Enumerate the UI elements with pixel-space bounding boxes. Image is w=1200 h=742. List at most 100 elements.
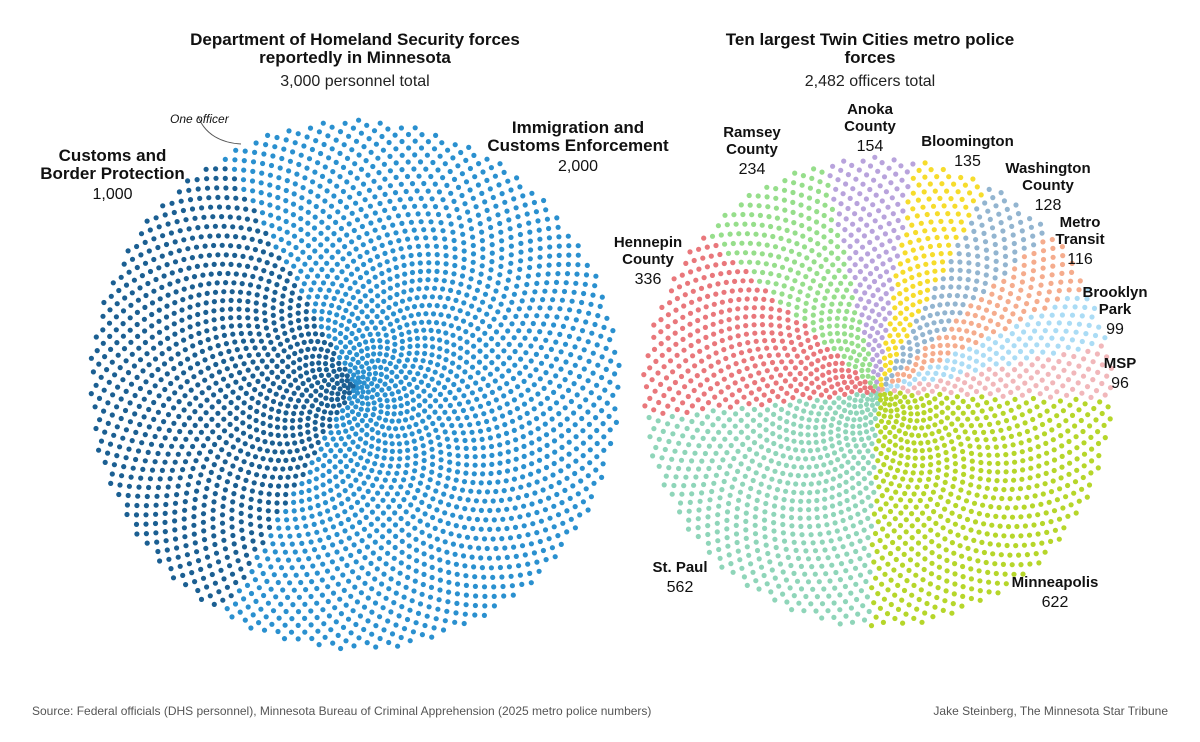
dot-immigration-and-customs-enforcement	[578, 478, 584, 484]
dot-bloomington	[895, 281, 901, 288]
dot-anoka-county	[854, 238, 860, 244]
dot-immigration-and-customs-enforcement	[367, 257, 373, 263]
dot-minneapolis	[900, 476, 906, 482]
dot-immigration-and-customs-enforcement	[299, 195, 305, 201]
dot-hennepin-county	[744, 383, 750, 389]
dot-minneapolis	[878, 450, 884, 457]
dot-immigration-and-customs-enforcement	[364, 303, 370, 309]
dot-immigration-and-customs-enforcement	[513, 456, 519, 462]
dot-customs-and-border-protection	[247, 282, 254, 288]
dot-immigration-and-customs-enforcement	[336, 492, 342, 498]
dot-immigration-and-customs-enforcement	[593, 467, 599, 473]
dot-immigration-and-customs-enforcement	[337, 459, 344, 465]
dot-brooklyn-park	[1027, 335, 1033, 341]
dot-immigration-and-customs-enforcement	[506, 217, 512, 223]
dot-customs-and-border-protection	[94, 348, 100, 354]
dot-immigration-and-customs-enforcement	[313, 260, 319, 266]
dot-washington-county	[966, 260, 972, 266]
dot-immigration-and-customs-enforcement	[468, 276, 474, 282]
dot-st-paul	[750, 428, 757, 434]
dot-immigration-and-customs-enforcement	[314, 570, 320, 576]
dot-immigration-and-customs-enforcement	[322, 527, 328, 533]
dot-customs-and-border-protection	[163, 241, 170, 248]
dot-customs-and-border-protection	[149, 334, 155, 340]
dot-customs-and-border-protection	[183, 217, 189, 223]
dot-st-paul	[795, 456, 801, 462]
dot-hennepin-county	[746, 401, 752, 407]
dot-minneapolis	[893, 489, 899, 495]
dot-st-paul	[686, 442, 692, 448]
dot-immigration-and-customs-enforcement	[440, 175, 446, 181]
dot-st-paul	[806, 515, 812, 521]
dot-immigration-and-customs-enforcement	[607, 379, 613, 385]
dot-ramsey-county	[790, 209, 796, 215]
dot-metro-transit	[1031, 306, 1037, 313]
dot-metro-transit	[1017, 316, 1024, 322]
dot-customs-and-border-protection	[274, 424, 281, 430]
dot-immigration-and-customs-enforcement	[518, 240, 524, 246]
dot-minneapolis	[1018, 533, 1024, 539]
dot-immigration-and-customs-enforcement	[613, 419, 620, 425]
dot-customs-and-border-protection	[192, 540, 198, 546]
dot-customs-and-border-protection	[241, 486, 247, 492]
dot-washington-county	[940, 276, 946, 282]
dot-st-paul	[842, 526, 849, 532]
dot-st-paul	[798, 431, 804, 437]
dot-hennepin-county	[736, 368, 742, 375]
dot-bloomington	[913, 229, 919, 236]
dot-immigration-and-customs-enforcement	[433, 132, 439, 138]
dot-immigration-and-customs-enforcement	[357, 471, 363, 477]
dot-st-paul	[847, 409, 854, 416]
dot-immigration-and-customs-enforcement	[379, 424, 385, 430]
dot-customs-and-border-protection	[160, 402, 167, 408]
dot-immigration-and-customs-enforcement	[412, 125, 418, 131]
dot-immigration-and-customs-enforcement	[362, 197, 368, 203]
dot-customs-and-border-protection	[226, 451, 232, 457]
dot-customs-and-border-protection	[188, 333, 194, 340]
dot-hennepin-county	[864, 389, 870, 395]
dot-customs-and-border-protection	[306, 436, 312, 442]
dot-immigration-and-customs-enforcement	[583, 486, 589, 492]
dot-immigration-and-customs-enforcement	[252, 149, 258, 155]
dot-customs-and-border-protection	[127, 400, 133, 406]
dot-customs-and-border-protection	[203, 262, 209, 268]
dot-customs-and-border-protection	[137, 285, 143, 291]
dot-immigration-and-customs-enforcement	[332, 336, 338, 342]
dot-immigration-and-customs-enforcement	[387, 153, 393, 159]
dot-immigration-and-customs-enforcement	[271, 233, 277, 239]
dot-hennepin-county	[707, 283, 713, 289]
dot-st-paul	[821, 586, 827, 592]
dot-customs-and-border-protection	[304, 323, 310, 330]
dot-immigration-and-customs-enforcement	[442, 269, 449, 275]
dot-immigration-and-customs-enforcement	[450, 512, 456, 518]
dot-immigration-and-customs-enforcement	[329, 146, 335, 152]
dot-minneapolis	[877, 468, 883, 474]
dot-immigration-and-customs-enforcement	[424, 285, 430, 291]
dot-immigration-and-customs-enforcement	[293, 572, 299, 578]
dot-st-paul	[842, 583, 849, 590]
dot-immigration-and-customs-enforcement	[382, 447, 388, 454]
dot-hennepin-county	[754, 287, 760, 293]
dot-hennepin-county	[802, 323, 808, 329]
dot-immigration-and-customs-enforcement	[350, 294, 356, 301]
dot-customs-and-border-protection	[167, 281, 173, 287]
dot-st-paul	[817, 531, 823, 537]
dot-immigration-and-customs-enforcement	[495, 280, 501, 286]
dot-customs-and-border-protection	[200, 575, 207, 581]
dot-immigration-and-customs-enforcement	[525, 512, 532, 518]
dot-immigration-and-customs-enforcement	[541, 385, 547, 391]
dot-minneapolis	[936, 543, 942, 549]
dot-immigration-and-customs-enforcement	[529, 450, 535, 456]
dot-immigration-and-customs-enforcement	[406, 329, 412, 335]
dot-ramsey-county	[793, 312, 800, 318]
dot-st-paul	[823, 478, 829, 484]
dot-immigration-and-customs-enforcement	[339, 298, 345, 304]
dot-immigration-and-customs-enforcement	[402, 228, 408, 234]
dot-st-paul	[794, 405, 800, 411]
dot-immigration-and-customs-enforcement	[497, 161, 503, 167]
dot-st-paul	[742, 473, 748, 479]
dot-immigration-and-customs-enforcement	[341, 215, 347, 221]
dot-immigration-and-customs-enforcement	[281, 247, 287, 254]
dot-immigration-and-customs-enforcement	[320, 607, 326, 613]
dot-immigration-and-customs-enforcement	[330, 590, 337, 596]
